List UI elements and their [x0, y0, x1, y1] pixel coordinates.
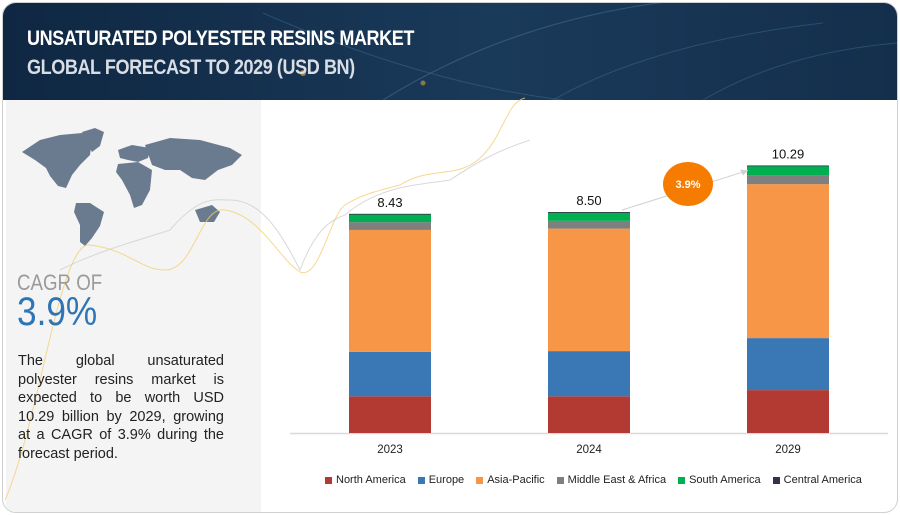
bar-segment-south-america-2023	[349, 214, 431, 223]
legend-swatch	[772, 476, 780, 484]
cagr-badge-label: 3.9%	[675, 179, 700, 191]
bar-segment-asia-pacific-2023	[349, 229, 431, 352]
legend-item: North America	[325, 474, 406, 486]
cagr-badge	[663, 162, 713, 206]
bar-segment-europe-2023	[349, 351, 431, 397]
bar-segment-north-america-2024	[548, 396, 630, 433]
legend-swatch	[325, 476, 332, 484]
chart-legend: North America Europe Asia-Pacific Middle Ea…	[325, 474, 862, 486]
header-decoration	[262, 3, 897, 100]
legend-label: Asia-Pacific	[487, 474, 545, 486]
legend-item: South America	[678, 474, 761, 486]
legend-item: Asia-Pacific	[476, 474, 545, 486]
legend-swatch	[417, 476, 425, 484]
world-map-icon	[22, 128, 242, 246]
total-label-2024: 8.50	[576, 193, 601, 208]
bar-segment-middle-east-africa-2024	[548, 220, 630, 229]
market-description: The global unsaturated polyester resins …	[18, 353, 224, 462]
legend-label: South America	[689, 474, 761, 486]
bar-segment-central-america-2024	[548, 212, 630, 213]
chart-title: UNSATURATED POLYESTER RESINS MARKET	[27, 27, 414, 50]
cagr-arrow-head	[740, 169, 748, 176]
x-tick-label-2029: 2029	[775, 444, 801, 456]
total-label-2029: 10.29	[772, 146, 805, 161]
cagr-value: 3.9%	[17, 290, 98, 334]
legend-label: North America	[336, 474, 406, 486]
decor-curve-yellow	[4, 97, 526, 501]
bar-segment-middle-east-africa-2023	[349, 222, 431, 230]
x-tick-label-2023: 2023	[377, 444, 403, 456]
legend-label: Central America	[783, 474, 862, 486]
legend-item: Middle East & Africa	[556, 474, 667, 486]
total-label-2023: 8.43	[377, 195, 402, 210]
legend-swatch	[556, 476, 564, 484]
legend-swatch	[476, 476, 484, 484]
bar-segment-north-america-2029	[747, 390, 829, 433]
legend-item: Central America	[772, 474, 862, 486]
x-tick-label-2024: 2024	[576, 444, 602, 456]
bar-segment-north-america-2023	[349, 396, 431, 433]
decor-curve-gray	[59, 139, 531, 272]
bar-segment-asia-pacific-2024	[548, 228, 630, 352]
bar-segment-europe-2024	[548, 351, 630, 397]
bar-segment-south-america-2029	[747, 165, 829, 176]
legend-item: Europe	[417, 474, 465, 486]
legend-label: Europe	[428, 474, 465, 486]
bar-segment-asia-pacific-2029	[747, 184, 829, 339]
bar-segment-middle-east-africa-2029	[747, 175, 829, 185]
legend-label: Middle East & Africa	[567, 474, 667, 486]
header-banner: UNSATURATED POLYESTER RESINS MARKET GLOB…	[3, 3, 897, 100]
bar-segment-central-america-2023	[349, 213, 431, 215]
chart-subtitle: GLOBAL FORECAST TO 2029 (USD BN)	[27, 56, 355, 79]
cagr-label: CAGR OF	[17, 270, 103, 295]
bar-segment-europe-2029	[747, 338, 829, 391]
bar-segment-south-america-2024	[548, 212, 630, 221]
legend-swatch	[678, 476, 686, 484]
bar-segment-central-america-2029	[747, 165, 829, 167]
